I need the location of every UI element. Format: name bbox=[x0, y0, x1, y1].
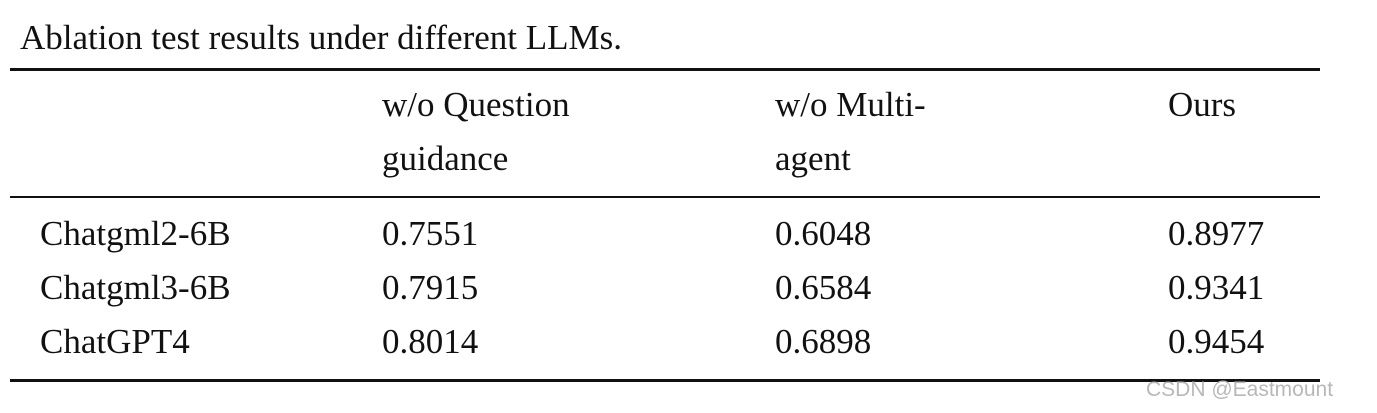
header-cell: Ours bbox=[1168, 85, 1237, 124]
watermark: CSDN @Eastmount bbox=[1146, 378, 1334, 401]
header-cell: w/o Multi- bbox=[775, 85, 926, 124]
header-cell: guidance bbox=[382, 139, 509, 178]
top-rule bbox=[10, 68, 1320, 71]
cell-value: 0.7915 bbox=[382, 268, 479, 307]
header-cell: agent bbox=[775, 139, 851, 178]
cell-value: 0.7551 bbox=[382, 214, 479, 253]
mid-rule bbox=[10, 196, 1320, 198]
cell-value: 0.8014 bbox=[382, 322, 479, 361]
row-label: Chatgml2-6B bbox=[40, 214, 231, 253]
cell-value: 0.9454 bbox=[1168, 322, 1265, 361]
cell-value: 0.6584 bbox=[775, 268, 872, 307]
caption: Ablation test results under different LL… bbox=[20, 18, 623, 57]
cell-value: 0.6048 bbox=[775, 214, 872, 253]
cell-value: 0.8977 bbox=[1168, 214, 1265, 253]
header-cell: w/o Question bbox=[382, 85, 570, 124]
row-label: Chatgml3-6B bbox=[40, 268, 231, 307]
bottom-rule bbox=[10, 379, 1320, 382]
cell-value: 0.6898 bbox=[775, 322, 872, 361]
row-label: ChatGPT4 bbox=[40, 322, 190, 361]
cell-value: 0.9341 bbox=[1168, 268, 1265, 307]
